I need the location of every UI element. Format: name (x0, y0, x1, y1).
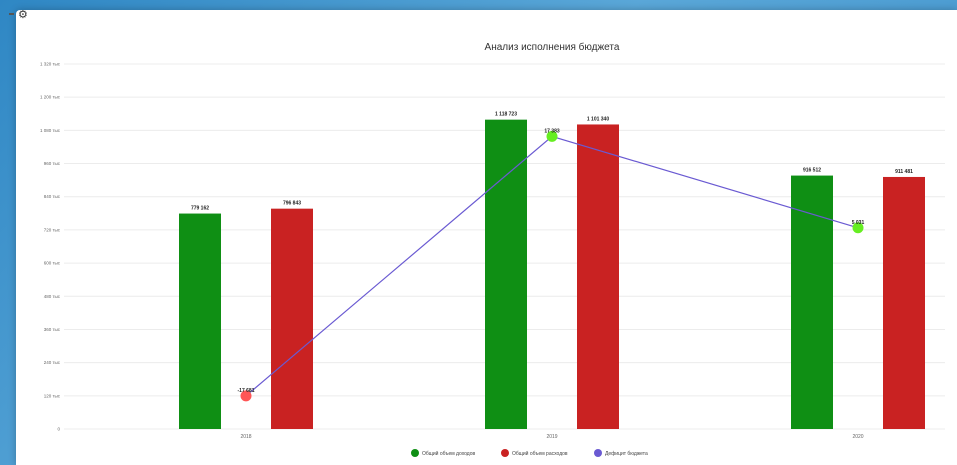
legend-label: Дефицит бюджета (605, 451, 648, 457)
collapse-icon[interactable] (9, 13, 14, 15)
deficit-line: -17 681 17 383 5 031 (238, 128, 865, 402)
legend-marker (594, 449, 602, 457)
x-tick-label: 2018 (240, 434, 251, 440)
y-axis: 0 120 тыс 240 тыс 360 тыс 480 тыс 600 тыс 720 … (40, 62, 61, 432)
data-label: 1 118 723 (495, 112, 517, 118)
data-label: 911 481 (895, 169, 913, 175)
deficit-label: -17 681 (238, 388, 255, 394)
y-tick-label: 480 тыс (44, 294, 61, 299)
y-tick-label: 1 320 тыс (40, 62, 61, 67)
deficit-label: 17 383 (544, 128, 560, 134)
data-label: 916 512 (803, 168, 821, 174)
x-axis: 2018 2019 2020 (240, 434, 863, 440)
bar (179, 213, 221, 429)
bar (271, 208, 313, 429)
deficit-point (852, 222, 864, 234)
deficit-point (546, 130, 558, 142)
legend-marker (501, 449, 509, 457)
y-tick-label: 840 тыс (44, 194, 61, 199)
deficit-polyline (245, 135, 859, 397)
y-tick-label: 0 (57, 427, 60, 432)
legend-marker (411, 449, 419, 457)
chart-title: Анализ исполнения бюджета (485, 41, 620, 53)
deficit-label: 5 031 (852, 220, 865, 226)
bar (577, 124, 619, 430)
data-label: 1 101 340 (587, 116, 609, 122)
data-label: 779 162 (191, 206, 209, 212)
legend-label: Общий объем доходов (422, 450, 476, 457)
y-tick-label: 960 тыс (44, 161, 61, 166)
x-tick-label: 2019 (546, 434, 557, 440)
bars: 779 162 1 118 723 916 512 796 843 1 101 340 9… (179, 112, 925, 430)
y-tick-label: 600 тыс (44, 261, 61, 266)
legend[interactable]: Общий объем доходов Общий объем расходов Д… (411, 449, 648, 457)
y-tick-label: 1 200 тыс (40, 95, 61, 100)
legend-label: Общий объем расходов (512, 450, 568, 457)
y-tick-label: 120 тыс (44, 393, 61, 398)
y-tick-label: 240 тыс (44, 360, 61, 365)
y-tick-label: 720 тыс (44, 227, 61, 232)
y-tick-label: 1 080 тыс (40, 128, 61, 133)
bar (485, 119, 527, 430)
deficit-point (240, 390, 252, 402)
y-tick-label: 360 тыс (44, 327, 61, 332)
gear-icon[interactable]: ⚙ (18, 9, 28, 21)
data-label: 796 843 (283, 201, 301, 207)
x-tick-label: 2020 (852, 434, 863, 440)
bar (883, 176, 925, 429)
